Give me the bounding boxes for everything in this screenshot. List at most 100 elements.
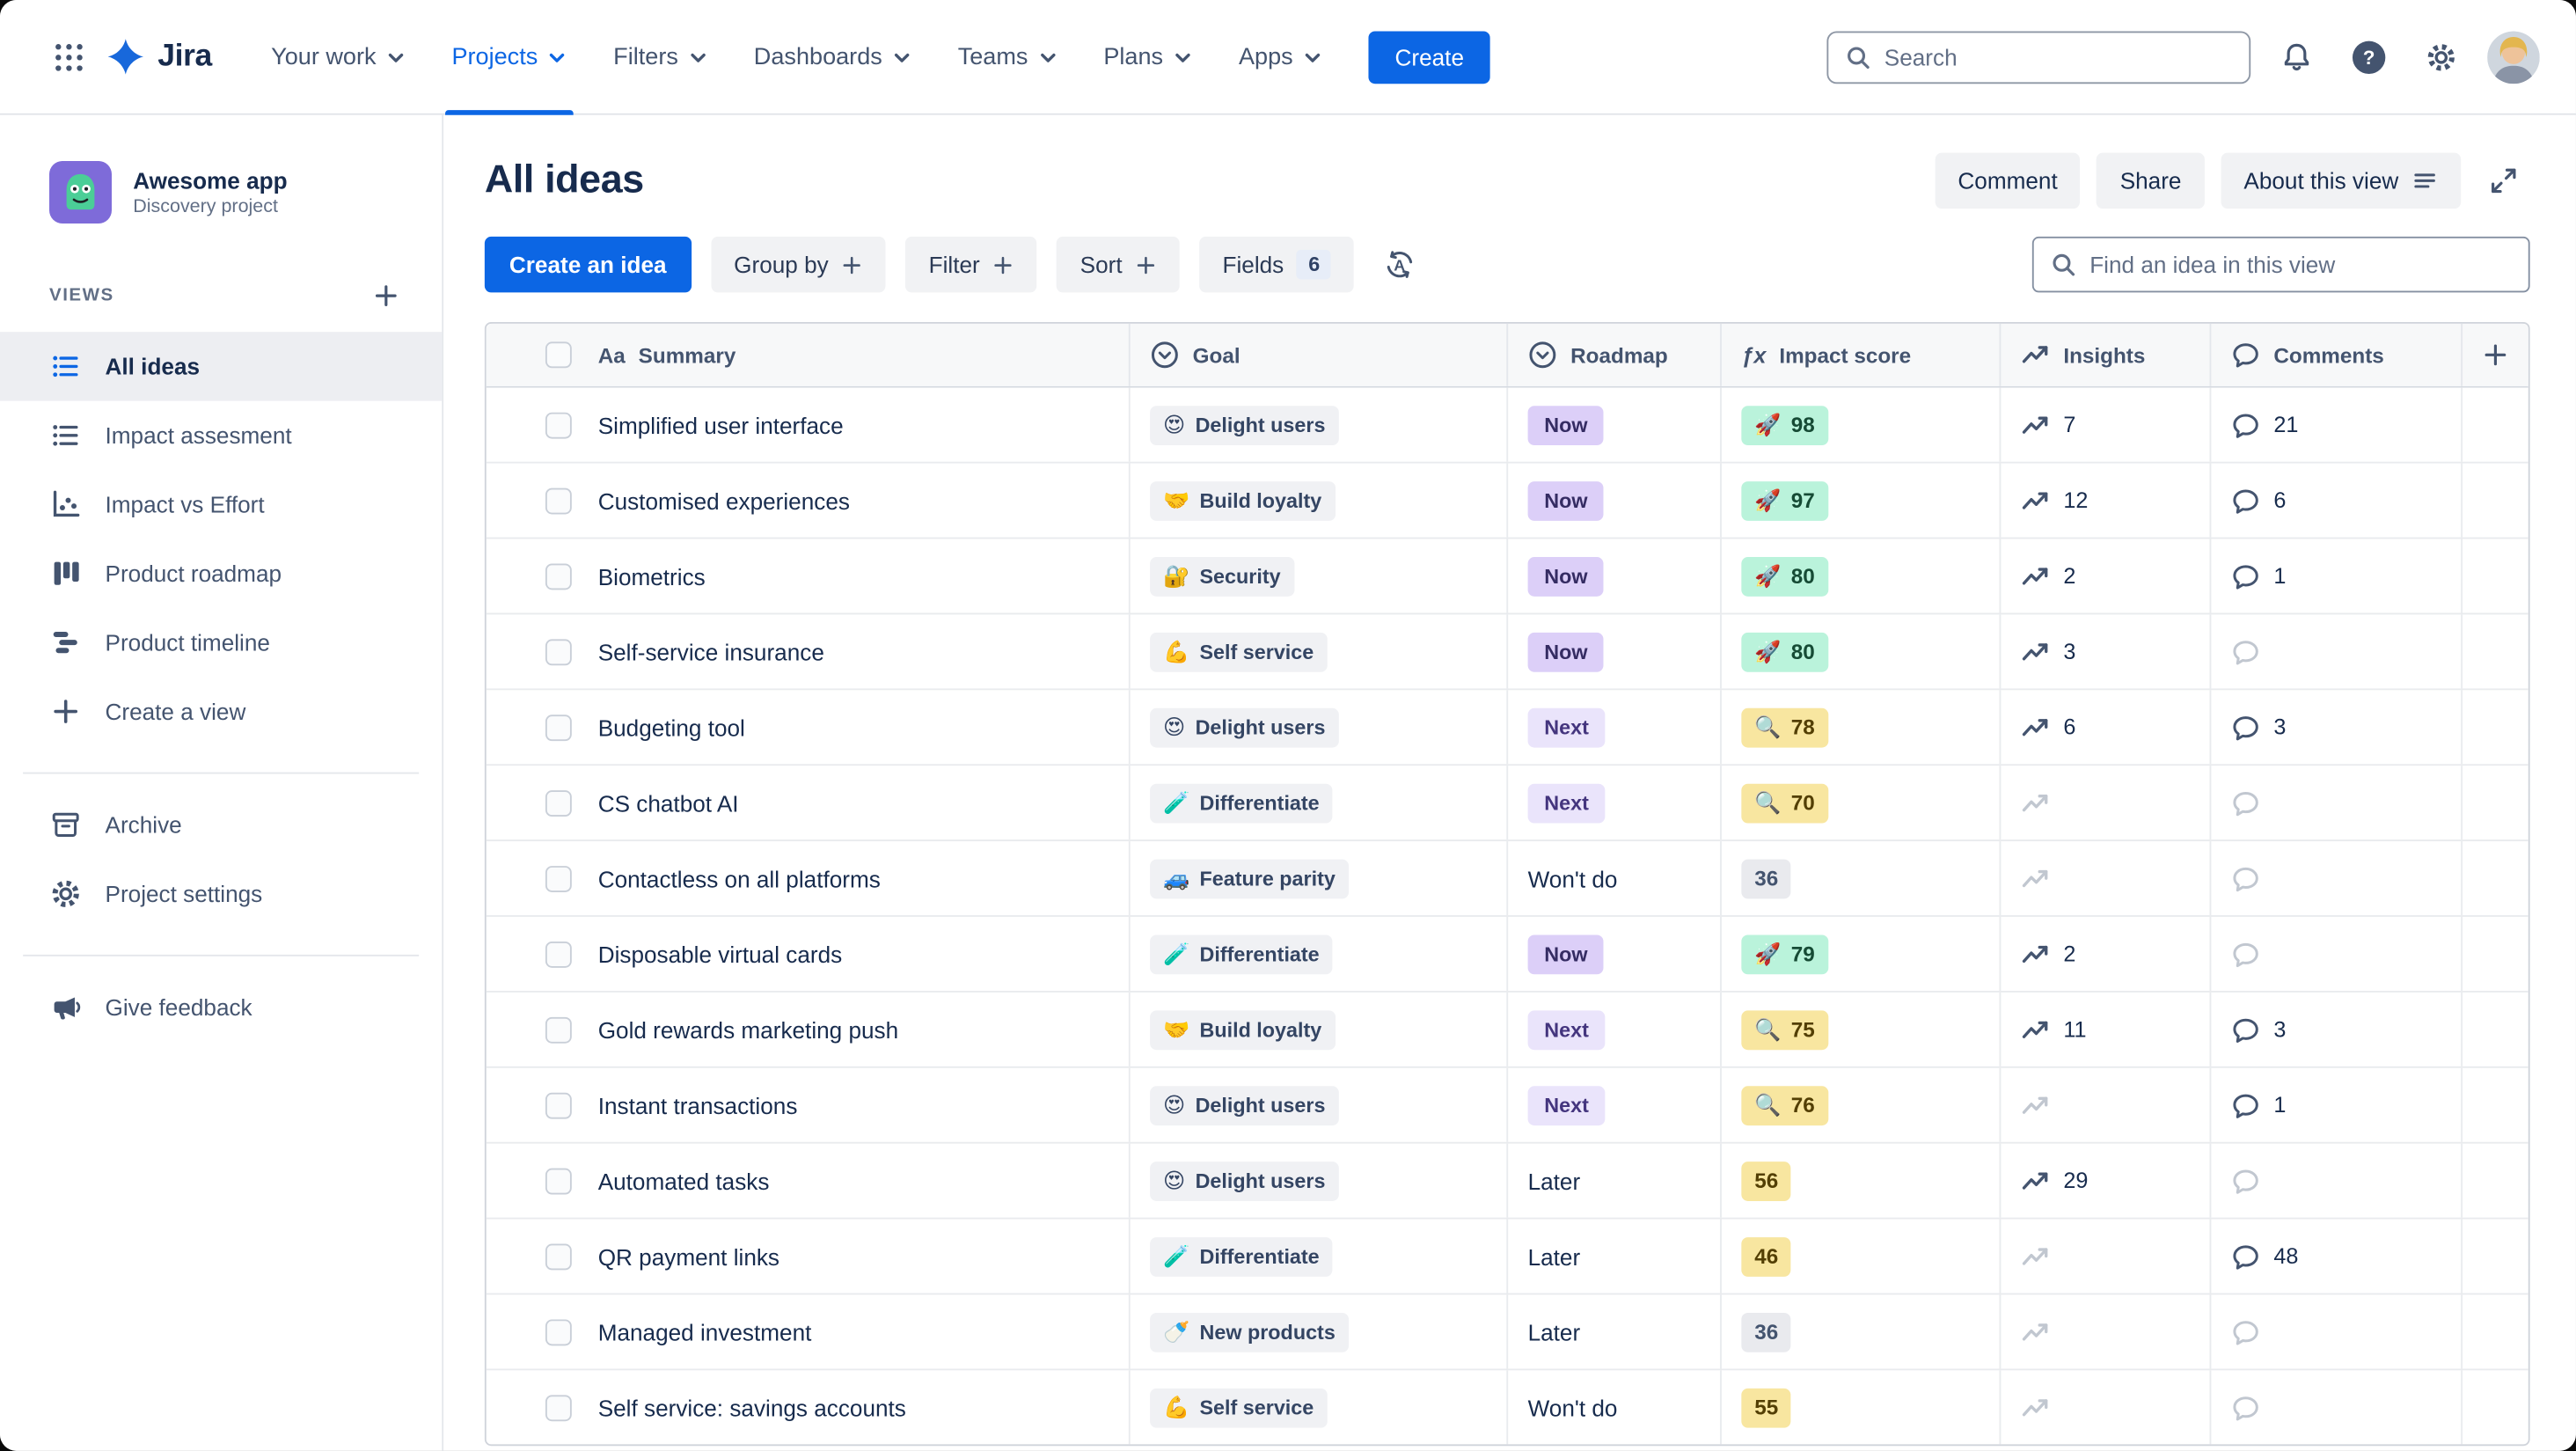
app-switcher-icon[interactable] (43, 31, 96, 84)
roadmap-badge[interactable]: Now (1527, 480, 1605, 521)
table-row[interactable]: Simplified user interface 😍 Delight users… (486, 387, 2528, 464)
nav-teams[interactable]: Teams (935, 0, 1081, 114)
insights-cell[interactable]: 2 (2001, 916, 2212, 991)
goal-badge[interactable]: 🤝 Build loyalty (1150, 480, 1336, 521)
insights-cell[interactable] (2001, 1294, 2212, 1369)
roadmap-badge[interactable]: Now (1527, 631, 1605, 671)
insights-cell[interactable]: 6 (2001, 690, 2212, 765)
roadmap-badge[interactable]: Next (1527, 1009, 1606, 1050)
insights-cell[interactable] (2001, 841, 2212, 916)
row-checkbox[interactable] (545, 1167, 572, 1194)
jira-logo[interactable]: Jira (106, 36, 212, 77)
idea-summary[interactable]: Biometrics (597, 562, 706, 590)
goal-badge[interactable]: 😍 Delight users (1150, 1161, 1339, 1201)
idea-summary[interactable]: Simplified user interface (597, 411, 844, 438)
impact-score-badge[interactable]: 36 (1741, 858, 1792, 898)
find-idea-input[interactable] (2089, 251, 2513, 278)
impact-score-badge[interactable]: 🔍 70 (1741, 782, 1828, 823)
table-row[interactable]: Self-service insurance 💪 Self service Now… (486, 614, 2528, 691)
expand-view-button[interactable] (2477, 155, 2530, 208)
select-all-checkbox[interactable] (545, 341, 572, 369)
nav-apps[interactable]: Apps (1216, 0, 1346, 114)
comments-cell[interactable] (2211, 1294, 2463, 1369)
idea-summary[interactable]: Gold rewards marketing push (597, 1015, 899, 1043)
goal-badge[interactable]: 🤝 Build loyalty (1150, 1009, 1336, 1050)
sidebar-item-create-a-view[interactable]: Create a view (0, 677, 442, 745)
comments-cell[interactable] (2211, 766, 2463, 840)
insights-cell[interactable]: 7 (2001, 387, 2212, 462)
search-input[interactable] (1884, 43, 2233, 70)
comments-cell[interactable]: 3 (2211, 992, 2463, 1066)
sidebar-item-give-feedback[interactable]: Give feedback (0, 972, 442, 1041)
insights-cell[interactable] (2001, 1219, 2212, 1293)
create-button[interactable]: Create (1368, 30, 1490, 84)
sidebar-item-product-roadmap[interactable]: Product roadmap (0, 539, 442, 607)
goal-badge[interactable]: 🧪 Differentiate (1150, 934, 1333, 974)
impact-score-badge[interactable]: 🔍 78 (1741, 707, 1828, 747)
comments-cell[interactable] (2211, 1143, 2463, 1218)
row-checkbox[interactable] (545, 1318, 572, 1345)
impact-score-badge[interactable]: 🔍 76 (1741, 1085, 1828, 1125)
sort-alphabetical-button[interactable]: A (1374, 238, 1427, 291)
roadmap-badge[interactable]: Later (1527, 1318, 1581, 1345)
goal-badge[interactable]: 🍼 New products (1150, 1312, 1349, 1352)
row-checkbox[interactable] (545, 1091, 572, 1118)
nav-projects[interactable]: Projects (428, 0, 590, 114)
group-by-button[interactable]: Group by (711, 236, 887, 293)
roadmap-badge[interactable]: Next (1527, 1085, 1606, 1125)
table-row[interactable]: Automated tasks 😍 Delight users Later 56 … (486, 1143, 2528, 1220)
column-header-insights[interactable]: Insights (2001, 323, 2212, 386)
impact-score-badge[interactable]: 🚀 80 (1741, 556, 1828, 596)
goal-badge[interactable]: 🔐 Security (1150, 556, 1294, 596)
goal-badge[interactable]: 😍 Delight users (1150, 405, 1339, 445)
row-checkbox[interactable] (545, 865, 572, 892)
idea-summary[interactable]: Automated tasks (597, 1167, 770, 1194)
impact-score-badge[interactable]: 🚀 97 (1741, 480, 1828, 521)
roadmap-badge[interactable]: Later (1527, 1167, 1581, 1194)
row-checkbox[interactable] (545, 1242, 572, 1270)
roadmap-badge[interactable]: Next (1527, 707, 1606, 747)
goal-badge[interactable]: 😍 Delight users (1150, 707, 1339, 747)
idea-summary[interactable]: QR payment links (597, 1242, 780, 1270)
goal-badge[interactable]: 😍 Delight users (1150, 1085, 1339, 1125)
table-row[interactable]: Biometrics 🔐 Security Now 🚀 80 2 1 (486, 539, 2528, 615)
insights-cell[interactable]: 11 (2001, 992, 2212, 1066)
table-row[interactable]: Disposable virtual cards 🧪 Differentiate … (486, 916, 2528, 993)
comments-cell[interactable]: 48 (2211, 1219, 2463, 1293)
find-idea-search[interactable] (2031, 236, 2530, 293)
add-view-button[interactable] (366, 276, 406, 316)
idea-summary[interactable]: CS chatbot AI (597, 789, 739, 817)
row-checkbox[interactable] (545, 1394, 572, 1421)
row-checkbox[interactable] (545, 411, 572, 438)
row-checkbox[interactable] (545, 487, 572, 514)
idea-summary[interactable]: Managed investment (597, 1318, 812, 1345)
roadmap-badge[interactable]: Now (1527, 556, 1605, 596)
sidebar-item-product-timeline[interactable]: Product timeline (0, 608, 442, 677)
impact-score-badge[interactable]: 55 (1741, 1387, 1792, 1427)
sort-button[interactable]: Sort (1057, 236, 1180, 293)
roadmap-badge[interactable]: Won't do (1527, 865, 1618, 892)
goal-badge[interactable]: 🚙 Feature parity (1150, 858, 1349, 898)
comments-cell[interactable] (2211, 614, 2463, 689)
table-row[interactable]: CS chatbot AI 🧪 Differentiate Next 🔍 70 (486, 766, 2528, 842)
column-header-impact-score[interactable]: ƒx Impact score (1722, 323, 2002, 386)
row-checkbox[interactable] (545, 789, 572, 817)
help-button[interactable]: ? (2343, 31, 2396, 84)
row-checkbox[interactable] (545, 562, 572, 590)
notifications-button[interactable] (2271, 31, 2324, 84)
share-button[interactable]: Share (2097, 152, 2205, 209)
idea-summary[interactable]: Self-service insurance (597, 638, 824, 665)
sidebar-item-project-settings[interactable]: Project settings (0, 860, 442, 928)
nav-your-work[interactable]: Your work (248, 0, 428, 114)
insights-cell[interactable] (2001, 1370, 2212, 1445)
row-checkbox[interactable] (545, 941, 572, 967)
table-row[interactable]: Budgeting tool 😍 Delight users Next 🔍 78 6… (486, 690, 2528, 766)
nav-plans[interactable]: Plans (1080, 0, 1216, 114)
idea-summary[interactable]: Customised experiences (597, 487, 850, 514)
column-header-comments[interactable]: Comments (2211, 323, 2463, 386)
idea-summary[interactable]: Disposable virtual cards (597, 941, 843, 967)
roadmap-badge[interactable]: Won't do (1527, 1394, 1618, 1421)
table-row[interactable]: Self service: savings accounts 💪 Self ser… (487, 1370, 2528, 1445)
roadmap-badge[interactable]: Now (1527, 934, 1605, 974)
impact-score-badge[interactable]: 56 (1741, 1161, 1792, 1201)
